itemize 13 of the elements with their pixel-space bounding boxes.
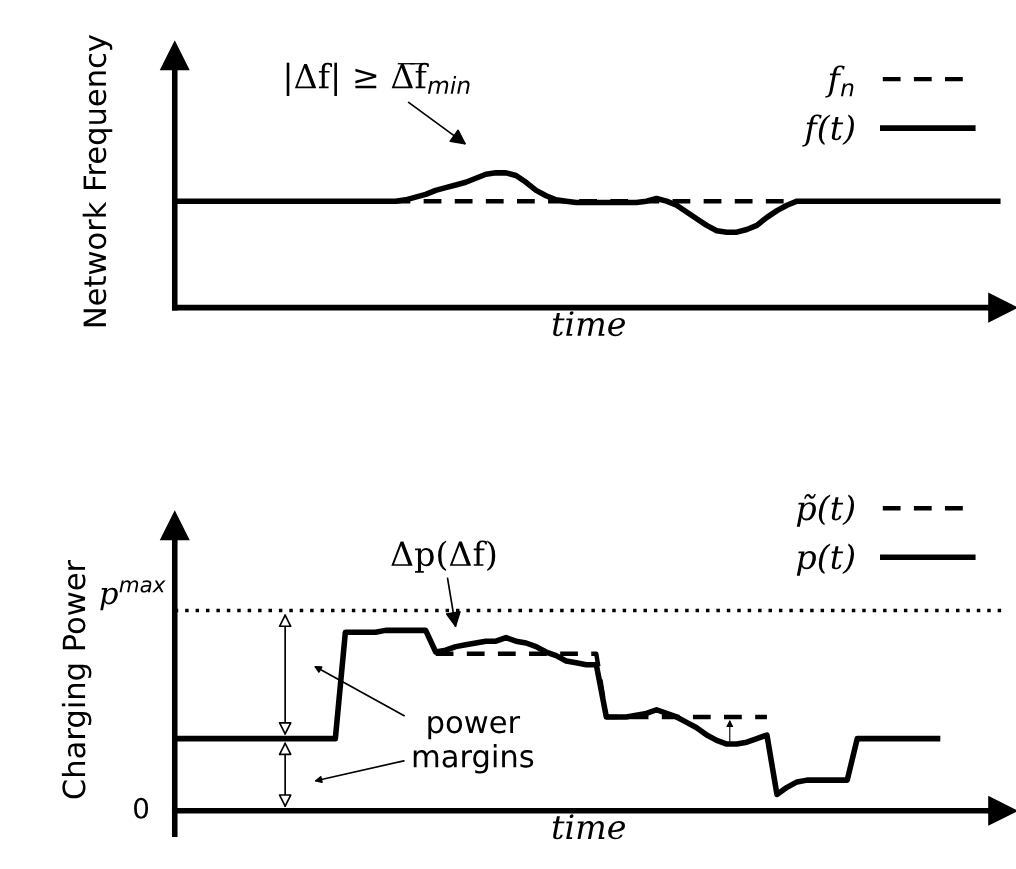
legend-label: f$_{n}$: [825, 65, 854, 98]
text: p$^{max}$: [100, 580, 166, 611]
legend-label: f(t): [802, 114, 855, 147]
x-axis-title: time: [552, 311, 625, 337]
legend-label: p(t): [796, 543, 855, 576]
y-axis-title: Charging Power: [61, 559, 92, 799]
x-axis-title: time: [552, 814, 625, 840]
text: Δp(Δf): [391, 540, 496, 573]
legend-label: p̃(t): [796, 494, 855, 527]
annotation: power margins: [413, 715, 534, 774]
text: 0: [134, 797, 149, 819]
text: |Δf| ≥ Δ̅f̅$_{min}$: [286, 62, 470, 97]
y-axis-title: Network Frequency: [82, 34, 113, 327]
